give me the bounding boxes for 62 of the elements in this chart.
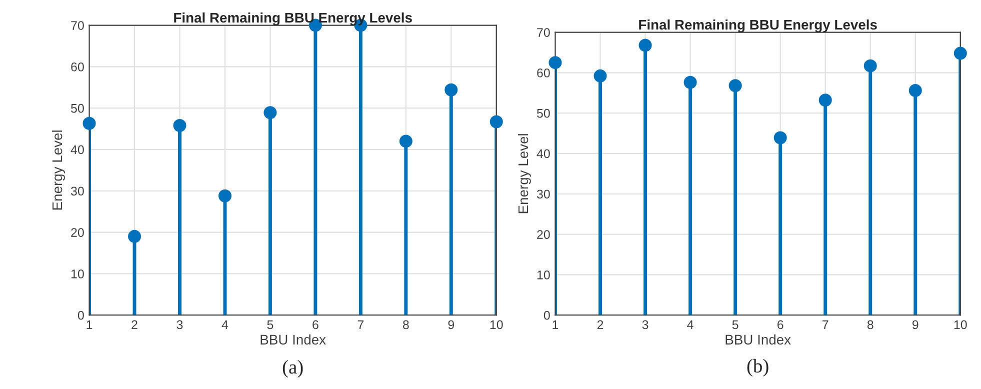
y-tick-label: 70: [537, 28, 550, 37]
x-tick-label: 6: [777, 320, 784, 330]
point: [82, 116, 96, 130]
y-tick-label: 40: [536, 149, 550, 158]
x-tick-label: 5: [732, 320, 738, 330]
y-tick-label: 30: [536, 190, 550, 199]
point: [684, 76, 697, 89]
x-axis-title: BBU Index: [260, 334, 326, 345]
x-tick-label: 10: [490, 320, 503, 330]
x-axis-title: BBU Index: [726, 334, 791, 345]
x-tick-label: 6: [312, 320, 318, 330]
chart-title: Final Remaining BBU Energy Levels: [639, 19, 877, 32]
point: [548, 56, 562, 70]
y-tick-label: 0: [544, 310, 550, 320]
x-tick-label: 1: [552, 320, 558, 330]
x-tick-label: 8: [867, 320, 874, 330]
point: [908, 84, 922, 97]
point: [864, 59, 877, 72]
x-tick-label: 1: [86, 320, 92, 330]
y-tick-label: 10: [537, 270, 550, 280]
point: [264, 106, 277, 120]
point: [218, 189, 232, 202]
y-tick-label: 50: [71, 104, 84, 113]
text: (b): [747, 358, 768, 377]
y-tick-label: 10: [71, 269, 84, 278]
y-axis-title: Energy Level: [518, 134, 531, 214]
y-tick-label: 0: [78, 310, 84, 320]
x-tick-label: 9: [448, 320, 454, 330]
point: [399, 134, 412, 148]
y-tick-label: 50: [536, 108, 550, 118]
y-axis-title: Energy Level: [52, 130, 65, 210]
x-tick-label: 2: [132, 320, 138, 330]
x-tick-label: 4: [222, 320, 228, 330]
point: [128, 230, 142, 243]
x-tick-label: 4: [687, 320, 694, 330]
point: [444, 83, 458, 96]
x-tick-label: 8: [402, 320, 409, 330]
y-tick-label: 60: [71, 62, 84, 72]
y-tick-label: 20: [71, 228, 84, 237]
point: [638, 38, 652, 52]
y-tick-label: 40: [70, 145, 84, 154]
x-tick-label: 7: [822, 320, 828, 330]
x-tick-label: 3: [176, 320, 183, 330]
x-tick-label: 5: [267, 320, 274, 330]
point: [594, 69, 607, 82]
point: [818, 94, 832, 107]
chart-title: Final Remaining BBU Energy Levels: [174, 12, 412, 26]
point: [954, 46, 967, 60]
point: [774, 131, 787, 144]
x-tick-label: 2: [597, 320, 604, 330]
y-tick-label: 20: [537, 230, 550, 239]
text: (a): [282, 360, 303, 378]
x-tick-label: 3: [642, 320, 648, 330]
x-tick-label: 9: [912, 320, 918, 330]
point: [173, 118, 186, 132]
y-tick-label: 60: [537, 68, 550, 78]
point: [728, 79, 742, 92]
x-tick-label: 10: [954, 320, 967, 330]
y-tick-label: 70: [71, 21, 84, 30]
y-tick-label: 30: [70, 186, 84, 196]
point: [490, 115, 503, 128]
x-tick-label: 7: [358, 320, 364, 330]
